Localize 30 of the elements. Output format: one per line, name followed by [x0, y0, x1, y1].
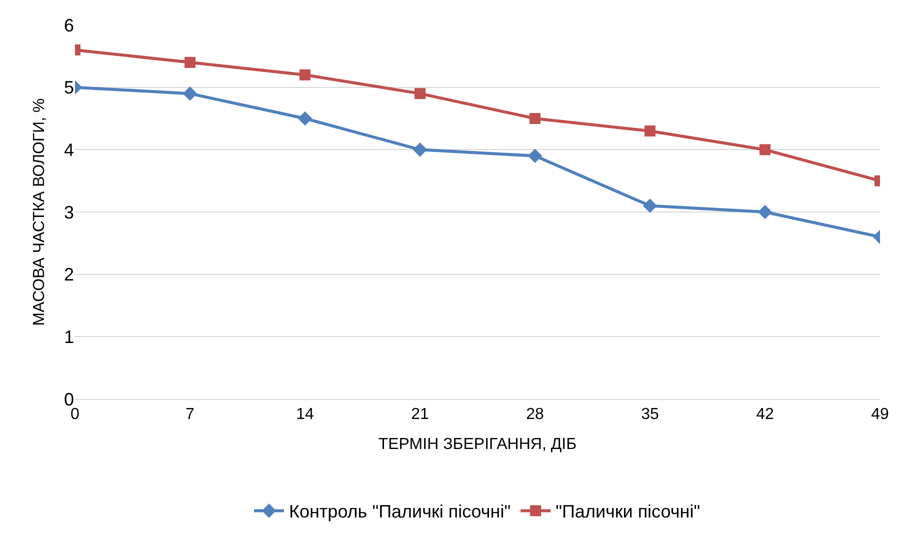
point [530, 113, 540, 124]
x-tick-label: 28 [526, 406, 544, 424]
y-axis-title: МАСОВА ЧАСТКА ВОЛОГИ, % [30, 98, 48, 326]
x-tick-label: 35 [641, 406, 659, 424]
legend-label: "Палички пісочні" [556, 502, 700, 522]
x-tick-label: 7 [186, 406, 195, 424]
x-tick-label: 14 [296, 406, 314, 424]
point [182, 86, 198, 101]
point [298, 111, 312, 126]
y-tick-label: 0 [64, 389, 74, 410]
point [642, 198, 658, 213]
y-tick-label: 6 [64, 15, 74, 36]
y-tick-label: 3 [64, 202, 74, 222]
point [758, 204, 772, 220]
point [414, 88, 426, 100]
point [760, 144, 770, 156]
point [184, 56, 196, 68]
point [644, 125, 656, 136]
x-tick-label: 42 [756, 406, 774, 424]
y-tick-label: 2 [64, 264, 74, 285]
y-tick-label: 4 [64, 140, 74, 160]
point [412, 142, 428, 157]
y-tick-label: 5 [64, 78, 74, 98]
legend-label: Контроль "Паличкі пісочні" [289, 502, 511, 522]
x-tick-label: 49 [871, 406, 889, 424]
point [528, 148, 542, 164]
y-tick-label: 1 [64, 326, 74, 347]
x-tick-label: 21 [411, 406, 429, 424]
x-axis-title: ТЕРМІН ЗБЕРІГАННЯ, ДІБ [378, 436, 577, 453]
point [300, 69, 310, 80]
